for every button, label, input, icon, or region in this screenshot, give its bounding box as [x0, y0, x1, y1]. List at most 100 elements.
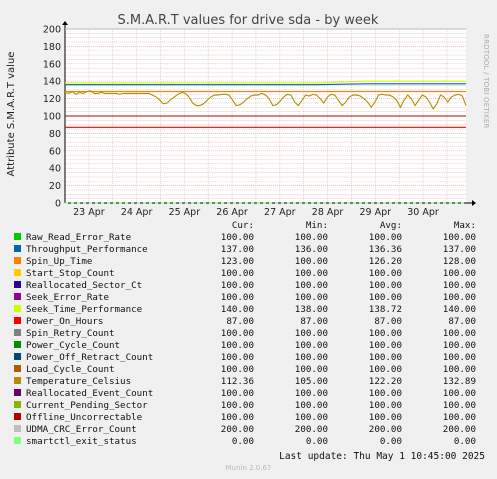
legend-row: Seek_Time_Performance 140.00 138.00 138.72 1… [14, 304, 476, 316]
legend-min-value: 0.00 [305, 436, 328, 447]
legend-cur-value: 140.00 [220, 304, 254, 315]
legend-avg-value: 100.00 [368, 412, 402, 423]
legend-avg-value: 100.00 [368, 340, 402, 351]
legend-header-max: Max: [453, 220, 476, 231]
legend-series-name: Raw_Read_Error_Rate [26, 232, 132, 243]
legend-avg-value: 87.00 [374, 316, 402, 327]
legend-cur-value: 87.00 [226, 316, 254, 327]
rrdtool-credit: RRDTOOL / TOBI OETIKER [482, 34, 490, 129]
legend-avg-value: 200.00 [368, 424, 402, 435]
legend-min-value: 100.00 [294, 232, 328, 243]
legend-swatch [14, 233, 21, 240]
legend-row: Temperature_Celsius 112.36 105.00 122.20 132… [14, 376, 476, 388]
legend-avg-value: 122.20 [368, 376, 402, 387]
legend-cur-value: 100.00 [220, 352, 254, 363]
legend-avg-value: 100.00 [368, 388, 402, 399]
y-tick-label: 140 [43, 77, 61, 88]
y-tick-label: 180 [43, 42, 61, 53]
legend-max-value: 200.00 [442, 424, 476, 435]
legend-series: Reallocated_Event_Count [14, 388, 204, 400]
legend-row: Seek_Error_Rate 100.00 100.00 100.00 100.00 [14, 292, 476, 304]
legend-max-value: 100.00 [442, 352, 476, 363]
legend-row: UDMA_CRC_Error_Count 200.00 200.00 200.00 20… [14, 424, 476, 436]
legend-swatch [14, 377, 21, 384]
legend-cur-value: 100.00 [220, 340, 254, 351]
legend-series-name: Power_Cycle_Count [26, 340, 121, 351]
legend-max-value: 137.00 [442, 244, 476, 255]
legend-row: Reallocated_Sector_Ct 100.00 100.00 100.00 1… [14, 280, 476, 292]
legend-row: Spin_Up_Time 123.00 100.00 126.20 128.00 [14, 256, 476, 268]
legend-min-value: 100.00 [294, 388, 328, 399]
legend-cur-value: 0.00 [231, 436, 254, 447]
legend-header-row: Cur: Min: Avg: Max: [14, 220, 476, 232]
legend-max-value: 100.00 [442, 400, 476, 411]
legend-row: Reallocated_Event_Count 100.00 100.00 100.0… [14, 388, 476, 400]
legend-avg-value: 100.00 [368, 280, 402, 291]
x-tick-label: 25 Apr [169, 207, 201, 218]
legend-cur-value: 100.00 [220, 280, 254, 291]
legend-series-name: Spin_Retry_Count [26, 328, 115, 339]
legend-series-name: Start_Stop_Count [26, 268, 115, 279]
legend-row: Load_Cycle_Count 100.00 100.00 100.00 100.00 [14, 364, 476, 376]
legend-avg-value: 100.00 [368, 400, 402, 411]
legend-max-value: 100.00 [442, 412, 476, 423]
y-tick-label: 80 [49, 129, 61, 140]
legend-row: Power_Cycle_Count 100.00 100.00 100.00 100.0… [14, 340, 476, 352]
legend-series: Current_Pending_Sector [14, 400, 204, 412]
legend-row: Throughput_Performance 137.00 136.00 136.36… [14, 244, 476, 256]
x-tick-label: 26 Apr [216, 207, 248, 218]
legend-series-name: Load_Cycle_Count [26, 364, 115, 375]
legend-row: Offline_Uncorrectable 100.00 100.00 100.00 1… [14, 412, 476, 424]
munin-version: Munin 2.0.67 [225, 464, 272, 472]
legend-max-value: 100.00 [442, 388, 476, 399]
legend-max-value: 100.00 [442, 280, 476, 291]
series-line-seek-time-performance [65, 80, 466, 84]
legend-header-min: Min: [305, 220, 328, 231]
x-tick-label: 23 Apr [73, 207, 105, 218]
legend-series: Raw_Read_Error_Rate [14, 232, 204, 244]
x-tick-label: 24 Apr [121, 207, 153, 218]
legend-cur-value: 100.00 [220, 412, 254, 423]
y-tick-label: 120 [43, 94, 61, 105]
legend-avg-value: 100.00 [368, 232, 402, 243]
legend-max-value: 140.00 [442, 304, 476, 315]
legend-cur-value: 100.00 [220, 268, 254, 279]
legend-series-name: Seek_Error_Rate [26, 292, 109, 303]
legend-max-value: 128.00 [442, 256, 476, 267]
legend-avg-value: 136.36 [368, 244, 402, 255]
legend-max-value: 100.00 [442, 364, 476, 375]
legend-series: Power_Cycle_Count [14, 340, 204, 352]
legend-series-name: Offline_Uncorrectable [26, 412, 143, 423]
legend-cur-value: 200.00 [220, 424, 254, 435]
legend-swatch [14, 305, 21, 312]
legend-header-avg: Avg: [379, 220, 402, 231]
x-tick-label: 29 Apr [360, 207, 392, 218]
legend-min-value: 105.00 [294, 376, 328, 387]
legend-series: Offline_Uncorrectable [14, 412, 204, 424]
legend-min-value: 100.00 [294, 292, 328, 303]
y-tick-label: 160 [43, 59, 61, 70]
legend-swatch [14, 293, 21, 300]
legend-avg-value: 100.00 [368, 364, 402, 375]
legend-avg-value: 100.00 [368, 328, 402, 339]
legend-series-name: Temperature_Celsius [26, 376, 132, 387]
legend-min-value: 100.00 [294, 412, 328, 423]
legend-series-name: Seek_Time_Performance [26, 304, 143, 315]
legend-series: Seek_Time_Performance [14, 304, 204, 316]
legend-cur-value: 112.36 [220, 376, 254, 387]
legend-cur-value: 100.00 [220, 232, 254, 243]
legend-cur-value: 137.00 [220, 244, 254, 255]
legend-series-name: Spin_Up_Time [26, 256, 93, 267]
legend-avg-value: 126.20 [368, 256, 402, 267]
legend-avg-value: 100.00 [368, 268, 402, 279]
legend-series-name: Reallocated_Sector_Ct [26, 280, 143, 291]
y-tick-label: 0 [55, 199, 61, 210]
y-tick-label: 60 [49, 146, 61, 157]
legend-min-value: 100.00 [294, 364, 328, 375]
legend-series: Start_Stop_Count [14, 268, 204, 280]
legend-max-value: 100.00 [442, 232, 476, 243]
legend-max-value: 87.00 [448, 316, 476, 327]
chart: S.M.A.R.T values for drive sda - by week… [6, 13, 490, 218]
legend-series: Power_Off_Retract_Count [14, 352, 204, 364]
y-axis-label: Attribute S.M.A.R.T value [6, 52, 17, 177]
